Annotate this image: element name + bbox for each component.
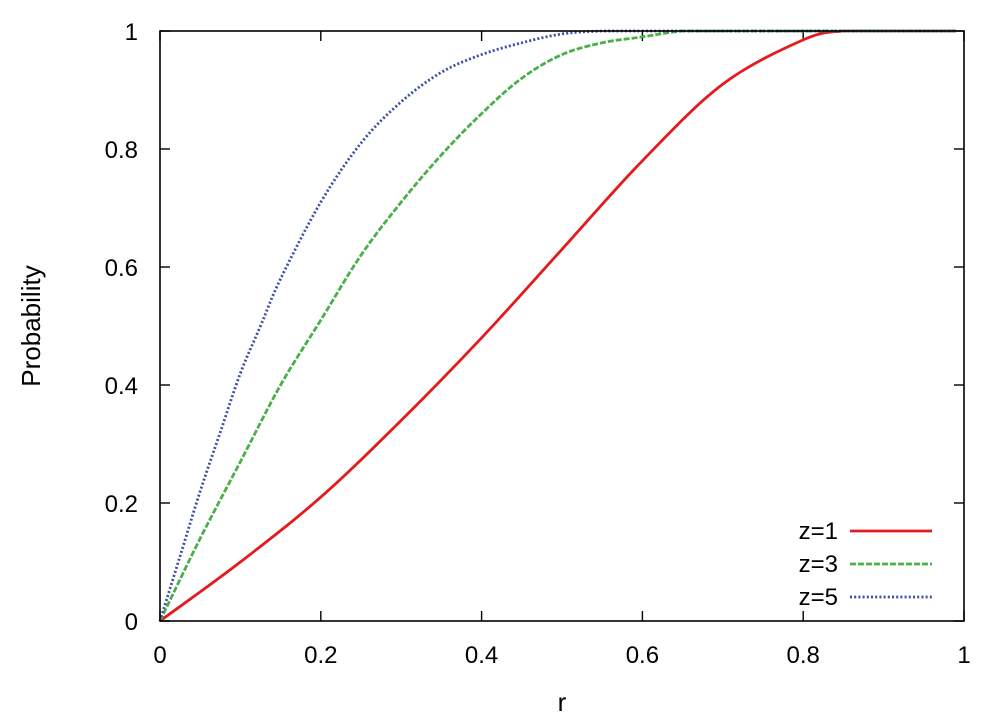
y-axis-title: Probability [16, 265, 46, 386]
x-tick-label: 0.6 [626, 642, 659, 669]
y-tick-label: 0 [125, 609, 138, 636]
plot-frame [159, 30, 965, 622]
series-line-2 [158, 29, 956, 622]
x-tick-label: 0.2 [304, 642, 337, 669]
legend-label: z=1 [799, 518, 838, 545]
x-axis-title: r [558, 687, 567, 717]
x-tick-label: 0 [153, 642, 166, 669]
y-tick-label: 0.6 [105, 255, 138, 282]
x-tick-label: 0.8 [787, 642, 820, 669]
x-tick-label: 1 [957, 642, 970, 669]
x-tick-label: 0.4 [465, 642, 498, 669]
y-tick-label: 0.2 [105, 491, 138, 518]
y-tick-label: 0.8 [105, 137, 138, 164]
axis-ticks [159, 30, 965, 622]
legend-label: z=3 [799, 551, 838, 578]
x-tick-labels: 0 0.2 0.4 0.6 0.8 1 [153, 642, 970, 669]
legend: z=1 z=3 z=5 [799, 518, 932, 611]
y-tick-label: 1 [125, 19, 138, 46]
y-tick-label: 0.4 [105, 373, 138, 400]
y-tick-labels: 0 0.2 0.4 0.6 0.8 1 [105, 19, 138, 636]
legend-label: z=5 [799, 584, 838, 611]
